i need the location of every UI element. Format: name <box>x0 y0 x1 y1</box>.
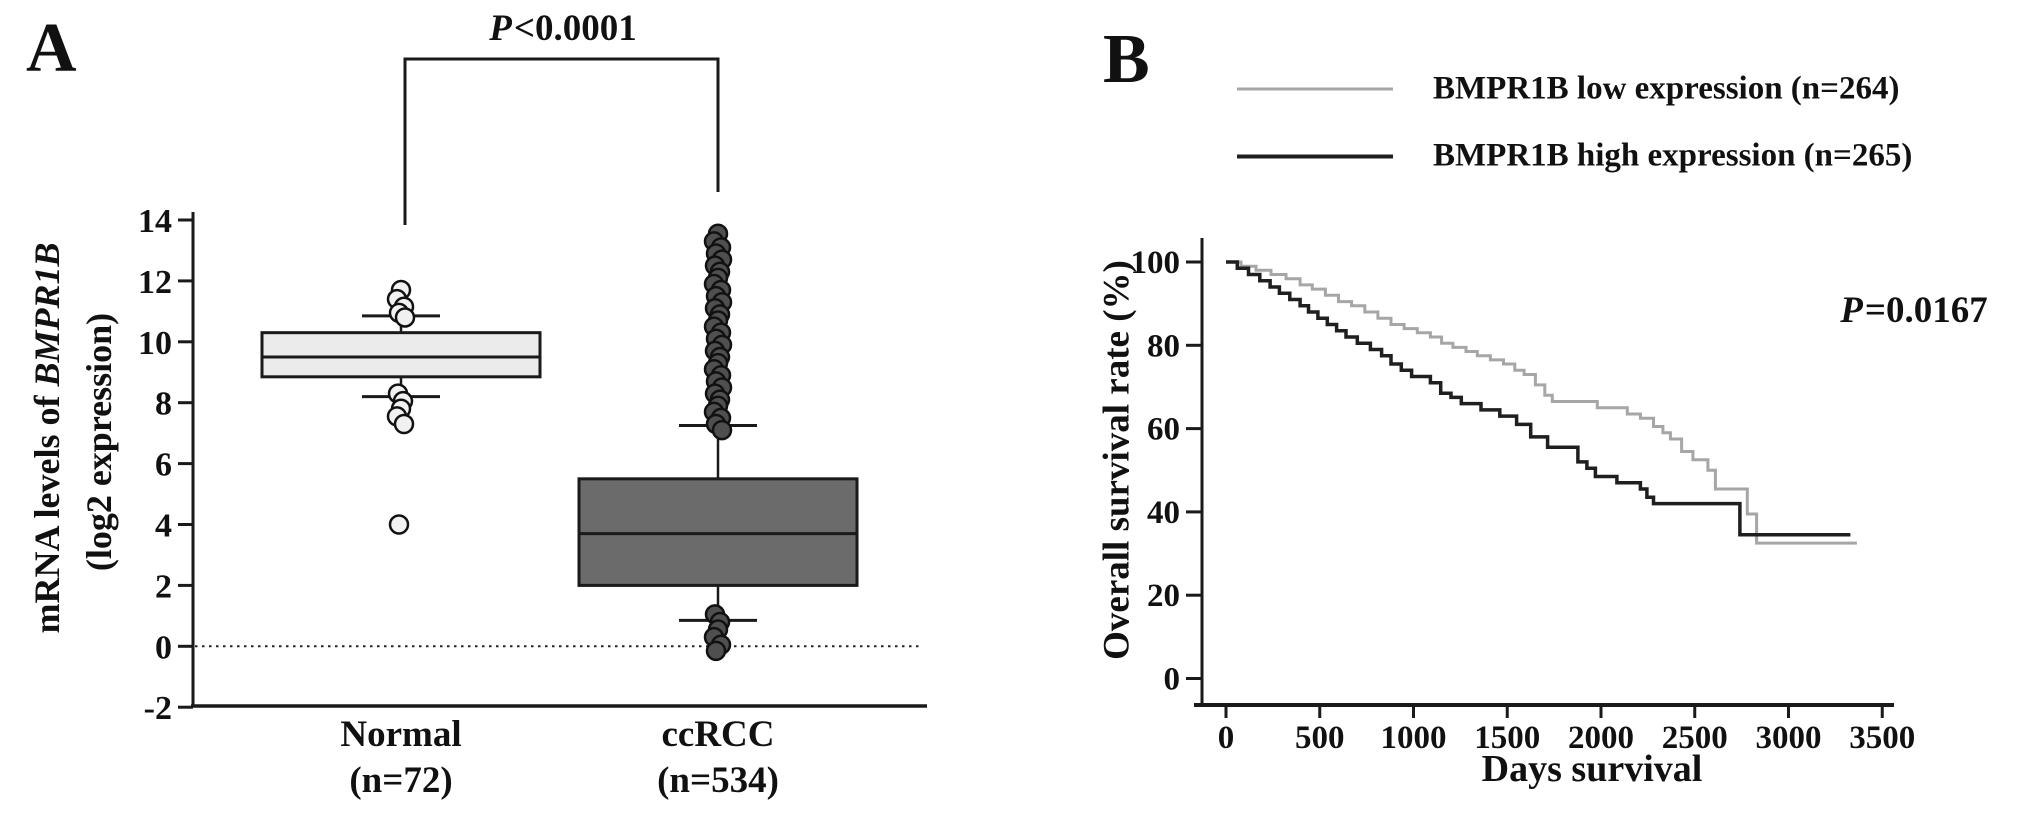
panel-b-x-tick-label: 3000 <box>1756 720 1822 756</box>
panel-a-y-tick-label: 8 <box>155 386 172 423</box>
panel-b-pvalue-symbol: P <box>1840 290 1863 331</box>
panel-b-y-tick-label: 20 <box>1147 578 1180 614</box>
km-curve-low-expression <box>1226 260 1857 545</box>
legend-label-low-expression: BMPR1B low expression (n=264) <box>1433 70 1900 107</box>
panel-a-y-tick-label: 14 <box>138 203 172 240</box>
panel-a-letter: A <box>26 10 77 87</box>
panel-a-y-axis-title-gene: BMPR1B <box>27 242 67 387</box>
box-ccRCC <box>577 477 859 587</box>
panel-b-x-tick-label: 500 <box>1295 720 1345 756</box>
panel-b-x-tick-label: 2000 <box>1568 720 1634 756</box>
panel-b-y-tick-label: 100 <box>1131 245 1181 281</box>
outlier-point <box>394 307 416 328</box>
outlier-point <box>393 413 415 435</box>
box-Normal <box>260 331 542 379</box>
legend-row-high: BMPR1B high expression (n=265) <box>1237 137 1913 174</box>
panel-b-y-tick-label: 0 <box>1164 662 1181 698</box>
group-label-ccrcc: ccRCC <box>661 714 775 755</box>
outlier-point <box>388 514 410 535</box>
panel-a-pvalue-number: <0.0001 <box>513 8 637 49</box>
legend-line-low-expression <box>1237 87 1393 91</box>
panel-a-y-axis-title-line2: (log2 expression) <box>79 312 119 572</box>
panel-a-pvalue-symbol: P <box>489 8 512 49</box>
panel-b-y-tick-label: 80 <box>1147 328 1180 364</box>
panel-a-y-tick-label: 0 <box>155 629 172 666</box>
panel-a-y-axis-title: mRNA levels of BMPR1B <box>27 242 67 634</box>
panel-b-y-tick-label: 40 <box>1147 495 1180 531</box>
panel-b-x-tick-label: 1500 <box>1474 720 1540 756</box>
panel-a-y-tick-label: -2 <box>144 690 172 727</box>
significance-bracket <box>403 57 720 225</box>
panel-b-x-tick-label: 3500 <box>1849 720 1915 756</box>
panel-a-y-tick-label: 6 <box>155 447 172 484</box>
panel-b-pvalue-number: =0.0167 <box>1864 290 1988 331</box>
panel-a-y-tick-label: 4 <box>155 508 172 545</box>
panel-b-x-tick-label: 1000 <box>1381 720 1447 756</box>
panel-a-y-axis-title-text: mRNA levels of <box>27 386 67 634</box>
outlier-point <box>705 640 727 662</box>
panel-b-y-axis-title: Overall survival rate (%) <box>1096 260 1138 660</box>
group-n-ccrcc: (n=534) <box>657 760 779 801</box>
group-n-normal: (n=72) <box>349 760 453 801</box>
outlier-point <box>711 419 733 441</box>
panel-b-pvalue: P=0.0167 <box>1840 292 1987 329</box>
legend-row-low: BMPR1B low expression (n=264) <box>1237 70 1900 107</box>
panel-a-y-tick-label: 12 <box>138 264 172 301</box>
legend-label-high-expression: BMPR1B high expression (n=265) <box>1433 137 1913 174</box>
panel-a-pvalue: P<0.0001 <box>489 10 636 47</box>
panel-b-x-tick-label: 0 <box>1218 720 1235 756</box>
panel-b-x-axis-title: Days survival <box>1481 748 1703 790</box>
group-label-normal: Normal <box>340 714 462 755</box>
legend-line-high-expression <box>1237 154 1393 158</box>
panel-b-letter: B <box>1103 21 1150 98</box>
panel-b-y-tick-label: 60 <box>1147 412 1180 448</box>
panel-b-x-tick-label: 2500 <box>1662 720 1728 756</box>
km-curve-high-expression <box>1226 260 1851 537</box>
panel-a-y-tick-label: 10 <box>138 325 172 362</box>
panel-a-y-tick-label: 2 <box>155 568 172 605</box>
